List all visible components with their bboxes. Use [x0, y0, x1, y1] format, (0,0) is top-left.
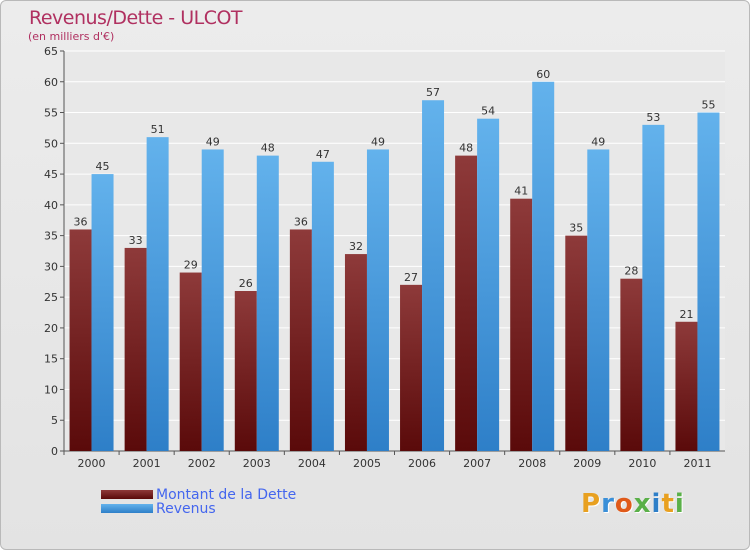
bar-dette [344, 254, 367, 451]
y-tick-label: 0 [51, 445, 58, 458]
plot-area [64, 51, 725, 451]
logo-letter: i [651, 489, 662, 519]
logo-letter: x [633, 489, 652, 519]
data-label-dette: 35 [569, 222, 583, 235]
data-label-dette: 33 [129, 234, 143, 247]
bar-revenus [146, 137, 169, 451]
chart-title: Revenus/Dette - ULCOT [29, 7, 243, 29]
data-label-revenus: 55 [701, 99, 715, 112]
bar-dette [620, 278, 643, 451]
data-label-dette: 48 [459, 142, 473, 155]
bar-revenus [642, 124, 665, 451]
legend-swatch-revenus [101, 504, 153, 513]
bar-revenus [366, 149, 389, 451]
bar-revenus [587, 149, 610, 451]
data-label-revenus: 51 [151, 123, 165, 136]
data-label-revenus: 49 [371, 135, 385, 148]
logo-letter: P [581, 489, 602, 519]
x-tick-label: 2000 [78, 457, 106, 470]
bar-revenus [697, 112, 720, 452]
bar-dette [289, 229, 312, 451]
bar-dette [234, 291, 257, 451]
logo-letter: r [601, 489, 615, 519]
y-tick-label: 55 [44, 107, 58, 120]
bar-revenus [422, 100, 445, 451]
data-label-revenus: 53 [646, 111, 660, 124]
x-tick-label: 2007 [463, 457, 491, 470]
data-label-dette: 28 [624, 265, 638, 278]
x-tick-label: 2009 [573, 457, 601, 470]
data-label-dette: 32 [349, 240, 363, 253]
logo-letter: t [661, 489, 675, 519]
bar-revenus [256, 155, 279, 451]
bar-dette [179, 272, 202, 451]
x-tick-label: 2006 [408, 457, 436, 470]
data-label-revenus: 47 [316, 148, 330, 161]
bar-dette [124, 247, 147, 451]
data-label-revenus: 60 [536, 68, 550, 81]
bar-revenus [311, 161, 334, 451]
data-label-dette: 21 [679, 308, 693, 321]
data-label-dette: 41 [514, 185, 528, 198]
legend-label-dette: Montant de la Dette [156, 487, 297, 503]
bar-revenus [532, 81, 555, 452]
data-label-dette: 36 [294, 215, 308, 228]
y-tick-label: 20 [44, 322, 58, 335]
data-label-revenus: 49 [591, 135, 605, 148]
y-tick-label: 25 [44, 291, 58, 304]
logo-letter: i [674, 489, 685, 519]
bar-dette [400, 284, 423, 451]
y-tick-label: 45 [44, 168, 58, 181]
x-tick-label: 2002 [188, 457, 216, 470]
y-tick-label: 30 [44, 260, 58, 273]
proxiti-logo: Proxiti [581, 489, 685, 519]
bar-revenus [91, 174, 114, 452]
legend-swatch-dette [101, 490, 153, 499]
bar-dette [510, 198, 533, 451]
y-tick-label: 35 [44, 230, 58, 243]
bar-dette [675, 321, 698, 451]
data-label-revenus: 57 [426, 86, 440, 99]
bar-dette [69, 229, 92, 451]
x-tick-label: 2011 [683, 457, 711, 470]
x-tick-label: 2005 [353, 457, 381, 470]
y-tick-label: 40 [44, 199, 58, 212]
x-tick-label: 2010 [628, 457, 656, 470]
y-tick-label: 15 [44, 353, 58, 366]
y-tick-label: 10 [44, 383, 58, 396]
y-tick-label: 50 [44, 137, 58, 150]
bar-dette [455, 155, 478, 451]
data-label-revenus: 54 [481, 105, 495, 118]
x-tick-label: 2008 [518, 457, 546, 470]
data-label-dette: 27 [404, 271, 418, 284]
bar-dette [565, 235, 588, 451]
data-label-revenus: 48 [261, 142, 275, 155]
legend-label-revenus: Revenus [156, 501, 216, 517]
logo-letter: o [614, 489, 634, 519]
chart-subtitle: (en milliers d'€) [28, 30, 115, 43]
bar-revenus [477, 118, 500, 451]
data-label-dette: 29 [184, 259, 198, 272]
x-tick-label: 2001 [133, 457, 161, 470]
y-tick-label: 60 [44, 76, 58, 89]
y-tick-label: 65 [44, 45, 58, 58]
data-label-dette: 36 [74, 215, 88, 228]
x-tick-label: 2004 [298, 457, 326, 470]
data-label-revenus: 49 [206, 135, 220, 148]
x-tick-label: 2003 [243, 457, 271, 470]
data-label-dette: 26 [239, 277, 253, 290]
y-tick-label: 5 [51, 414, 58, 427]
bar-revenus [201, 149, 224, 451]
data-label-revenus: 45 [96, 160, 110, 173]
